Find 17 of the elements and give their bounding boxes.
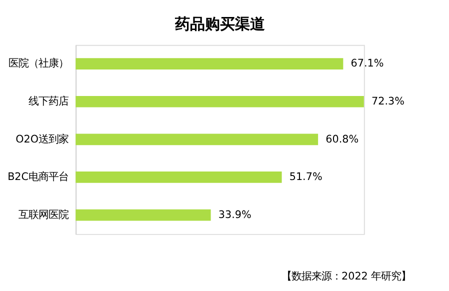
data-label: 72.3% [371,95,405,108]
y-tick-label: O2O送到家 [16,133,69,146]
y-tick-label: 线下药店 [28,95,69,108]
bar [76,96,364,108]
y-tick-label: 医院（社康） [8,58,69,70]
y-tick-label: 互联网医院 [18,208,69,221]
data-label: 33.9% [218,208,252,221]
chart-title: 药品购买渠道 [174,14,266,33]
data-label: 60.8% [326,133,359,146]
data-label: 67.1% [350,58,384,70]
text: 【数据来源：2022 年研究】 [281,270,412,282]
y-tick-label: B2C电商平台 [8,171,69,184]
bar [76,172,282,183]
data-label: 51.7% [289,171,322,184]
bar [76,209,211,221]
bar [76,134,318,146]
bar [76,58,344,70]
